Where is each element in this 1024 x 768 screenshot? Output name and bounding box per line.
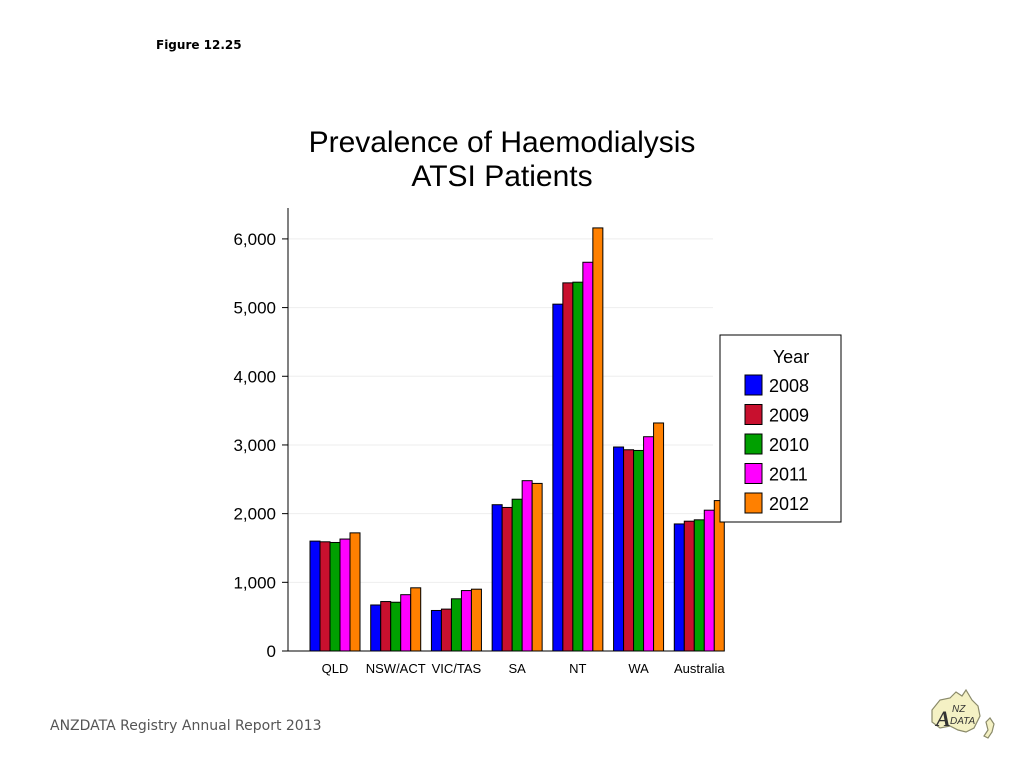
y-axis-ticks: 0 1,000 2,000 3,000 4,000 5,000 6,000 bbox=[233, 230, 288, 661]
bar-nt-2011 bbox=[582, 261, 594, 652]
bar-sa-2008 bbox=[491, 504, 503, 652]
anzdata-logo-icon: A NZ DATA bbox=[931, 688, 995, 739]
bar-nswact-2012 bbox=[410, 587, 422, 652]
x-tick-label: WA bbox=[628, 661, 649, 676]
bar-wa-2010 bbox=[633, 449, 645, 652]
bars-group bbox=[309, 227, 725, 652]
y-tick-label: 6,000 bbox=[233, 230, 276, 249]
legend-swatch-2009 bbox=[744, 404, 763, 425]
bar-qld-2008 bbox=[309, 540, 321, 652]
bar-victas-2008 bbox=[430, 609, 442, 652]
bar-wa-2011 bbox=[643, 436, 655, 652]
bar-nt-2012 bbox=[592, 227, 604, 652]
logo-text-nz: NZ bbox=[952, 704, 966, 715]
logo-text-data: DATA bbox=[950, 716, 976, 727]
x-tick-label: NSW/ACT bbox=[366, 661, 426, 676]
bar-victas-2010 bbox=[450, 598, 462, 652]
bar-nt-2008 bbox=[552, 303, 564, 652]
legend-box bbox=[719, 334, 842, 523]
x-tick-label: VIC/TAS bbox=[432, 661, 482, 676]
bar-sa-2010 bbox=[511, 498, 523, 652]
y-tick-label: 3,000 bbox=[233, 436, 276, 455]
legend-title: Year bbox=[773, 347, 809, 367]
bar-wa-2012 bbox=[653, 422, 665, 652]
legend-label-2009: 2009 bbox=[769, 406, 809, 426]
legend-swatch-2008 bbox=[744, 374, 763, 396]
bar-wa-2009 bbox=[623, 449, 635, 652]
y-tick-label: 4,000 bbox=[233, 367, 276, 386]
legend-swatch-2012 bbox=[744, 492, 763, 514]
bar-victas-2011 bbox=[460, 590, 472, 652]
bar-sa-2012 bbox=[531, 482, 543, 652]
legend-swatch-2011 bbox=[744, 463, 763, 484]
x-tick-label: QLD bbox=[322, 661, 349, 676]
chart-title-line-1: Prevalence of Haemodialysis bbox=[309, 126, 696, 159]
bar-sa-2011 bbox=[521, 480, 533, 652]
bar-sa-2009 bbox=[501, 506, 513, 652]
y-tick-label: 1,000 bbox=[233, 573, 276, 592]
x-tick-label: SA bbox=[508, 661, 526, 676]
legend-label-2011: 2011 bbox=[769, 465, 808, 485]
bar-qld-2009 bbox=[319, 541, 331, 652]
bar-australia-2008 bbox=[673, 523, 685, 652]
axes bbox=[287, 208, 713, 652]
y-tick-label: 0 bbox=[267, 642, 276, 661]
x-tick-label: NT bbox=[569, 661, 586, 676]
bar-australia-2010 bbox=[693, 519, 705, 652]
chart-title-line-2: ATSI Patients bbox=[411, 160, 592, 193]
bar-qld-2012 bbox=[349, 532, 361, 652]
bar-australia-2011 bbox=[703, 509, 715, 652]
y-tick-label: 2,000 bbox=[233, 505, 276, 524]
x-axis-ticks: QLD NSW/ACT VIC/TAS SA NT WA Australia bbox=[322, 661, 726, 676]
logo-letter-a: A bbox=[934, 706, 951, 731]
x-tick-label: Australia bbox=[674, 661, 725, 676]
bar-wa-2008 bbox=[613, 446, 625, 652]
legend-label-2008: 2008 bbox=[769, 376, 809, 396]
bar-nt-2010 bbox=[572, 281, 584, 652]
footer-text: ANZDATA Registry Annual Report 2013 bbox=[50, 718, 322, 734]
bar-nswact-2009 bbox=[380, 601, 392, 652]
bar-victas-2009 bbox=[440, 608, 452, 652]
bar-nswact-2011 bbox=[400, 594, 412, 652]
y-tick-label: 5,000 bbox=[233, 299, 276, 318]
bar-australia-2009 bbox=[683, 520, 695, 652]
bar-australia-2012 bbox=[713, 500, 725, 652]
legend: Year 2008 2009 2010 2011 2012 bbox=[719, 334, 842, 523]
bar-qld-2011 bbox=[339, 538, 351, 652]
figure-label: Figure 12.25 bbox=[156, 38, 242, 52]
bar-nswact-2008 bbox=[370, 604, 382, 652]
bar-qld-2010 bbox=[329, 541, 341, 652]
legend-swatch-2010 bbox=[744, 433, 763, 455]
bar-victas-2012 bbox=[470, 588, 482, 652]
bar-nswact-2010 bbox=[390, 601, 402, 652]
legend-label-2010: 2010 bbox=[769, 435, 809, 455]
legend-label-2012: 2012 bbox=[769, 494, 809, 514]
bar-nt-2009 bbox=[562, 282, 574, 652]
